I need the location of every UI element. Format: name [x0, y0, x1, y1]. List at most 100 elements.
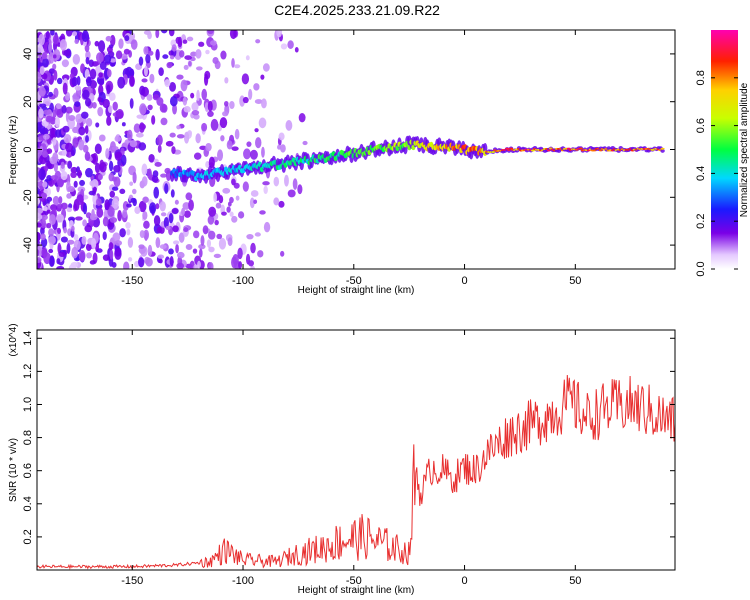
noise-speck [37, 199, 40, 205]
noise-speck [214, 219, 219, 226]
noise-speck [38, 108, 44, 119]
noise-speck [94, 162, 101, 174]
noise-speck [147, 50, 154, 56]
noise-speck [52, 34, 60, 45]
noise-speck [108, 160, 114, 172]
noise-speck [73, 234, 79, 241]
noise-speck [153, 215, 161, 227]
noise-speck [102, 98, 110, 109]
ridge-core [660, 147, 665, 150]
noise-speck [60, 236, 68, 243]
noise-speck [96, 52, 104, 63]
colorbar-tick-label: 0.2 [695, 214, 707, 229]
noise-speck [155, 30, 160, 39]
noise-speck [242, 96, 249, 104]
noise-speck [126, 203, 132, 208]
noise-speck [58, 196, 63, 204]
noise-speck [171, 146, 176, 155]
noise-speck [118, 38, 124, 49]
noise-speck [198, 248, 203, 258]
noise-speck [129, 181, 134, 186]
x-tick-label: -100 [232, 275, 254, 287]
noise-speck [263, 221, 271, 233]
noise-speck [193, 230, 200, 239]
noise-speck [254, 99, 263, 105]
noise-speck [115, 50, 123, 60]
spectrogram-noise-layer [37, 30, 308, 269]
noise-speck [38, 168, 46, 180]
noise-speck [84, 97, 92, 107]
noise-speck [242, 181, 249, 192]
noise-speck [254, 128, 259, 133]
noise-speck [54, 116, 60, 128]
noise-speck [119, 228, 126, 238]
noise-speck [147, 104, 153, 111]
noise-speck [250, 242, 256, 254]
noise-speck [62, 125, 70, 133]
noise-speck [53, 161, 58, 173]
noise-speck [37, 231, 41, 243]
noise-speck [246, 233, 254, 240]
noise-speck [241, 73, 250, 85]
noise-speck [48, 68, 56, 74]
noise-speck [294, 47, 299, 53]
noise-speck [113, 165, 121, 173]
noise-speck [52, 195, 60, 206]
noise-speck [104, 199, 110, 211]
noise-speck [143, 220, 150, 229]
noise-speck [81, 236, 87, 245]
noise-speck [112, 101, 118, 111]
noise-speck [89, 180, 94, 186]
noise-speck [233, 182, 240, 189]
noise-speck [91, 238, 97, 250]
noise-speck [146, 94, 153, 101]
noise-speck [149, 73, 155, 84]
spectrogram-x-axis-label: Height of straight line (km) [298, 285, 415, 296]
noise-speck [37, 213, 43, 221]
noise-speck [104, 54, 112, 64]
noise-speck [248, 260, 254, 267]
noise-speck [198, 243, 206, 250]
y-tick-label: 0.6 [22, 463, 34, 478]
noise-speck [76, 194, 84, 206]
noise-speck [280, 144, 286, 153]
noise-speck [183, 64, 189, 70]
noise-speck [224, 100, 229, 107]
noise-speck [229, 30, 237, 40]
noise-speck [184, 55, 192, 61]
y-tick-label: 40 [22, 48, 34, 60]
y-tick-label: 0.4 [22, 496, 34, 511]
noise-speck [255, 137, 262, 149]
noise-speck [86, 76, 92, 87]
noise-speck [262, 181, 270, 186]
noise-speck [49, 255, 55, 267]
noise-speck [37, 249, 40, 257]
noise-speck [261, 146, 265, 158]
noise-speck [169, 95, 178, 107]
noise-speck [79, 179, 86, 186]
noise-speck [126, 228, 131, 236]
noise-speck [249, 197, 255, 209]
noise-speck [216, 233, 223, 240]
noise-speck [176, 125, 181, 130]
noise-speck [278, 132, 285, 141]
noise-speck [233, 64, 241, 69]
noise-speck [46, 222, 52, 229]
noise-speck [89, 68, 97, 80]
noise-speck [276, 30, 283, 38]
noise-speck [85, 117, 93, 127]
noise-speck [255, 39, 261, 44]
noise-speck [141, 176, 148, 187]
noise-speck [52, 109, 57, 118]
noise-speck [168, 248, 174, 255]
noise-speck [71, 246, 79, 259]
colorbar-tick-label: 0.6 [695, 118, 707, 133]
noise-speck [168, 212, 174, 224]
noise-speck [37, 222, 42, 228]
noise-speck [178, 232, 185, 243]
noise-speck [63, 226, 68, 234]
noise-speck [128, 257, 133, 262]
noise-speck [78, 126, 86, 136]
noise-speck [48, 235, 56, 245]
noise-speck [39, 103, 47, 108]
